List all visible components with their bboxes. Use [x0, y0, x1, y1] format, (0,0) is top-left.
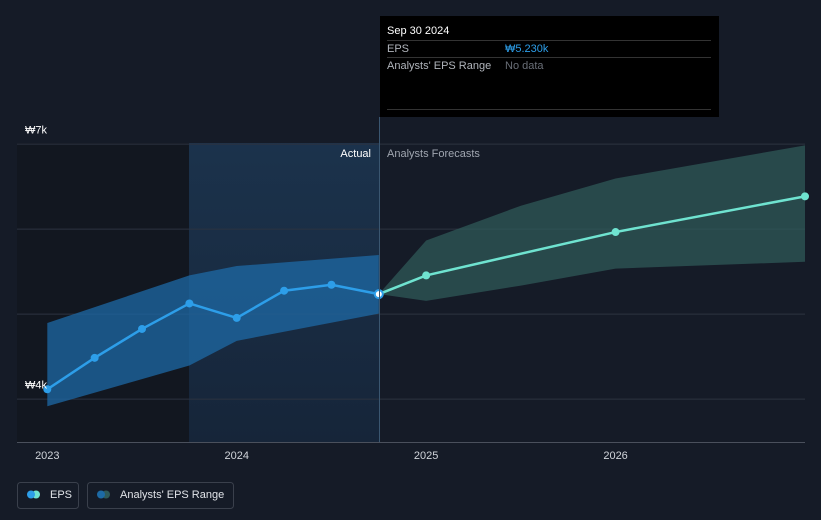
legend-button[interactable] — [87, 482, 234, 509]
eps-line — [46, 283, 380, 391]
point — [90, 353, 99, 362]
legend-range[interactable]: Analysts' EPS Range — [87, 482, 234, 509]
x-tick-label: 2024 — [224, 450, 248, 462]
forecast-label: Analysts Forecasts — [387, 148, 480, 160]
tooltip: Sep 30 2024 EPS ₩5.230k Analysts' EPS Ra… — [380, 16, 719, 117]
legend-button[interactable] — [17, 482, 79, 509]
point — [280, 286, 289, 295]
x-tick-label: 2025 — [414, 450, 438, 462]
y-tick-label: ₩7k — [25, 125, 48, 137]
x-tick-label: 2026 — [603, 450, 627, 462]
y-tick-label: ₩4k — [25, 380, 48, 392]
tooltip-label: EPS — [387, 43, 409, 55]
point — [232, 313, 241, 322]
legend-label: EPS — [50, 489, 72, 501]
point — [611, 228, 620, 237]
point — [43, 385, 52, 394]
point — [185, 299, 194, 308]
point — [138, 324, 147, 333]
tooltip-value: ₩5.230k — [505, 43, 549, 55]
legend-swatch — [97, 490, 105, 499]
legend-swatch — [27, 490, 35, 499]
tooltip-date: Sep 30 2024 — [387, 25, 449, 37]
legend-eps[interactable]: EPS — [17, 482, 79, 509]
forecast-line — [378, 195, 806, 296]
forecast-range — [378, 145, 805, 301]
tooltip-label: Analysts' EPS Range — [387, 60, 491, 72]
tooltip-box — [380, 16, 719, 117]
highlight-point — [373, 289, 384, 300]
point — [422, 271, 431, 280]
x-tick-label: 2023 — [35, 450, 59, 462]
tooltip-value: No data — [505, 60, 544, 72]
point — [327, 280, 336, 289]
actual-label: Actual — [340, 148, 371, 160]
point — [801, 192, 809, 201]
actual-band — [47, 255, 379, 407]
legend-label: Analysts' EPS Range — [120, 489, 224, 501]
